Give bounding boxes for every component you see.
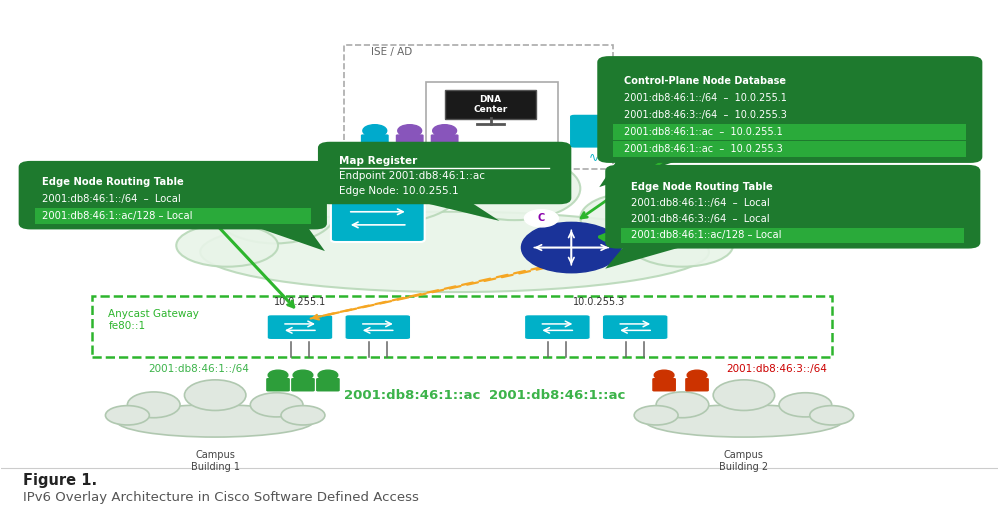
Polygon shape	[599, 157, 689, 187]
Text: 2001:db8:46:1::ac: 2001:db8:46:1::ac	[490, 389, 625, 402]
Text: Anycast Gateway
fe80::1: Anycast Gateway fe80::1	[109, 309, 200, 331]
Text: B: B	[349, 187, 356, 197]
Text: 2001:db8:46:1::/64  –  10.0.255.1: 2001:db8:46:1::/64 – 10.0.255.1	[623, 93, 786, 103]
Bar	[613, 124, 966, 140]
Text: Endpoint 2001:db8:46:1::ac: Endpoint 2001:db8:46:1::ac	[339, 171, 486, 181]
Ellipse shape	[656, 392, 709, 418]
Text: 2001:db8:46:3::/64  –  10.0.255.3: 2001:db8:46:3::/64 – 10.0.255.3	[623, 110, 786, 120]
Ellipse shape	[117, 405, 314, 437]
Ellipse shape	[185, 380, 246, 410]
Circle shape	[433, 124, 457, 137]
Bar	[621, 228, 964, 243]
Text: Campus
Building 1: Campus Building 1	[191, 450, 240, 471]
Text: ∿∿∿: ∿∿∿	[588, 150, 618, 163]
Ellipse shape	[215, 184, 335, 243]
FancyBboxPatch shape	[652, 378, 676, 392]
FancyBboxPatch shape	[524, 314, 590, 340]
Circle shape	[293, 370, 313, 380]
Ellipse shape	[779, 393, 832, 417]
Circle shape	[687, 370, 707, 380]
Text: Edge Node Routing Table: Edge Node Routing Table	[42, 177, 184, 187]
Text: Edge Node: 10.0.255.1: Edge Node: 10.0.255.1	[339, 186, 459, 197]
Circle shape	[335, 183, 369, 201]
FancyBboxPatch shape	[266, 378, 290, 392]
Text: 2001:db8:46:1::ac/128 – Local: 2001:db8:46:1::ac/128 – Local	[42, 211, 193, 221]
Polygon shape	[245, 224, 325, 251]
Text: C: C	[537, 213, 545, 224]
Ellipse shape	[810, 405, 854, 425]
Text: Campus
Building 2: Campus Building 2	[719, 450, 768, 471]
Text: 2001:db8:46:1::ac/128 – Local: 2001:db8:46:1::ac/128 – Local	[631, 230, 782, 240]
Ellipse shape	[634, 405, 678, 425]
FancyBboxPatch shape	[361, 134, 389, 150]
FancyBboxPatch shape	[396, 134, 424, 150]
Text: Figure 1.: Figure 1.	[23, 473, 97, 488]
FancyBboxPatch shape	[426, 82, 558, 146]
Text: Map Register: Map Register	[339, 156, 418, 166]
FancyBboxPatch shape	[267, 314, 333, 340]
FancyBboxPatch shape	[602, 314, 668, 340]
FancyBboxPatch shape	[445, 90, 536, 118]
Polygon shape	[405, 198, 500, 221]
Text: 2001:db8:46:1::/64  –  Local: 2001:db8:46:1::/64 – Local	[42, 194, 181, 204]
Circle shape	[398, 124, 422, 137]
FancyBboxPatch shape	[605, 165, 980, 248]
Ellipse shape	[176, 225, 278, 267]
Bar	[613, 141, 966, 157]
Circle shape	[363, 124, 387, 137]
Ellipse shape	[128, 392, 180, 418]
Text: Control-Plane Node Database: Control-Plane Node Database	[623, 76, 785, 86]
Polygon shape	[605, 242, 697, 269]
FancyBboxPatch shape	[316, 378, 340, 392]
FancyBboxPatch shape	[291, 378, 315, 392]
Circle shape	[524, 210, 558, 227]
FancyBboxPatch shape	[345, 314, 411, 340]
Text: 2001:db8:46:1::/64: 2001:db8:46:1::/64	[148, 364, 249, 374]
FancyBboxPatch shape	[597, 56, 982, 163]
FancyBboxPatch shape	[685, 378, 709, 392]
Text: 2001:db8:46:1::/64  –  Local: 2001:db8:46:1::/64 – Local	[631, 198, 770, 208]
Ellipse shape	[645, 405, 843, 437]
Ellipse shape	[580, 193, 688, 243]
Circle shape	[318, 370, 338, 380]
Text: ISE / AD: ISE / AD	[372, 47, 413, 57]
Ellipse shape	[200, 212, 709, 292]
Text: IPv6 Overlay Architecture in Cisco Software Defined Access: IPv6 Overlay Architecture in Cisco Softw…	[23, 491, 419, 504]
Text: 10.0.255.3: 10.0.255.3	[573, 298, 625, 307]
Text: 10.0.255.1: 10.0.255.1	[274, 298, 326, 307]
Ellipse shape	[449, 156, 580, 220]
Circle shape	[268, 370, 288, 380]
Text: 2001:db8:46:1::ac  –  10.0.255.3: 2001:db8:46:1::ac – 10.0.255.3	[623, 144, 782, 154]
Ellipse shape	[631, 225, 733, 267]
Ellipse shape	[329, 154, 461, 223]
Ellipse shape	[106, 405, 149, 425]
Circle shape	[521, 223, 621, 273]
FancyBboxPatch shape	[569, 114, 637, 148]
Text: Edge Node Routing Table: Edge Node Routing Table	[631, 182, 773, 192]
Text: 2001:db8:46:1::ac  –  10.0.255.1: 2001:db8:46:1::ac – 10.0.255.1	[623, 127, 782, 137]
Bar	[35, 208, 311, 224]
Text: 2001:db8:46:3::/64  –  Local: 2001:db8:46:3::/64 – Local	[631, 214, 770, 224]
FancyBboxPatch shape	[19, 161, 327, 230]
FancyBboxPatch shape	[331, 195, 425, 242]
FancyBboxPatch shape	[431, 134, 459, 150]
Text: 2001:db8:46:1::ac: 2001:db8:46:1::ac	[344, 389, 480, 402]
Ellipse shape	[251, 393, 303, 417]
Text: 2001:db8:46:3::/64: 2001:db8:46:3::/64	[726, 364, 827, 374]
FancyBboxPatch shape	[318, 142, 571, 204]
Ellipse shape	[713, 380, 774, 410]
Circle shape	[654, 370, 674, 380]
Ellipse shape	[281, 405, 325, 425]
Text: DNA
Center: DNA Center	[474, 95, 507, 114]
